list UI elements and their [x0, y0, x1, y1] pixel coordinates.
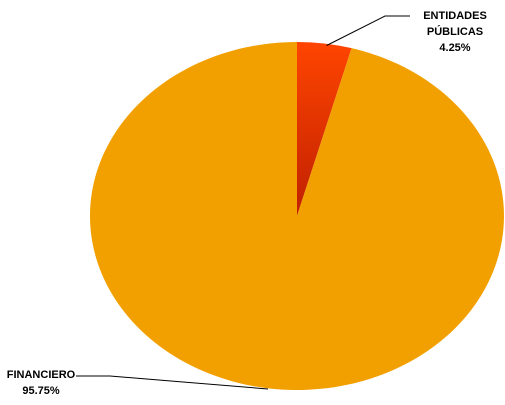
pie-slice-financiero — [89, 41, 504, 390]
label-financiero: FINANCIERO — [7, 369, 76, 381]
leader-lines — [76, 15, 410, 390]
label-publicas: PÚBLICAS — [427, 25, 483, 38]
value-financiero: 95.75% — [22, 385, 60, 397]
leader-line-financiero — [76, 375, 269, 390]
label-entidades: ENTIDADES — [423, 10, 487, 22]
leader-line-entidades — [326, 15, 410, 46]
pie-slice-entidades-publicas — [297, 42, 352, 216]
pie-slices — [89, 41, 504, 390]
value-entidades: 4.25% — [439, 42, 470, 54]
